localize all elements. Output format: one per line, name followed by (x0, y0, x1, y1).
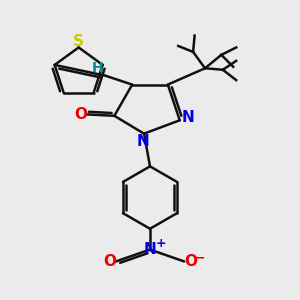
Text: O: O (74, 107, 87, 122)
Text: N: N (182, 110, 194, 125)
Text: O: O (184, 254, 197, 269)
Text: S: S (73, 34, 84, 49)
Text: N: N (136, 134, 149, 148)
Text: H: H (92, 61, 104, 75)
Text: O: O (103, 254, 116, 269)
Text: N: N (144, 242, 156, 257)
Text: +: + (156, 236, 166, 250)
Text: −: − (194, 251, 205, 264)
